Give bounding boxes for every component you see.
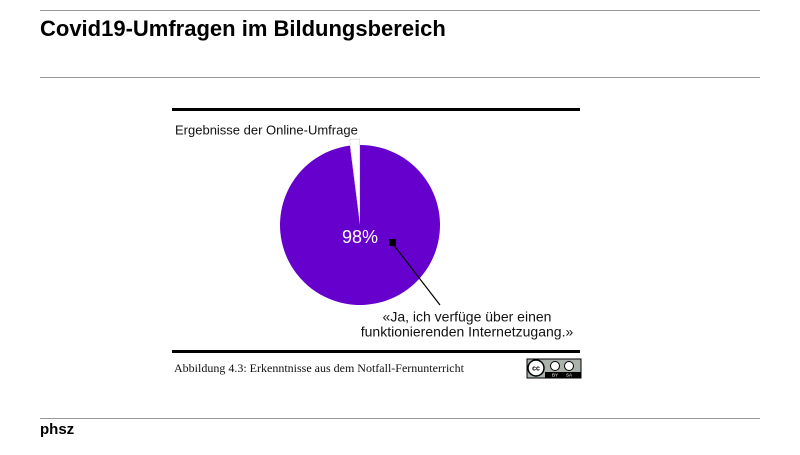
- chart-subtitle: Ergebnisse der Online-Umfrage: [175, 122, 358, 137]
- badge-sa: SA: [566, 373, 572, 378]
- annotation-line: funktionierenden Internetzugang.»: [361, 324, 574, 340]
- annotation-leader: [392, 243, 441, 306]
- pie-slice: [349, 138, 361, 220]
- badge-sa-icon: [564, 361, 574, 371]
- badge-by: BY: [552, 373, 558, 378]
- badge-cc: cc: [532, 365, 540, 372]
- pie: 98%: [280, 138, 441, 306]
- license-badge: cc BY SA: [526, 358, 582, 379]
- figure-caption: Abbildung 4.3: Erkenntnisse aus dem Notf…: [174, 361, 465, 375]
- annotation-marker: [389, 239, 396, 246]
- pie-value-label: 98%: [342, 227, 378, 247]
- slide-title: Covid19-Umfragen im Bildungsbereich: [40, 16, 446, 41]
- badge-cc-circle: [527, 359, 545, 377]
- annotation-line: «Ja, ich verfüge über einen: [383, 309, 552, 325]
- footer-text: phsz: [40, 421, 74, 438]
- pie-slice: [280, 145, 440, 305]
- badge-strip: [545, 372, 581, 378]
- badge-by-icon: [550, 361, 560, 371]
